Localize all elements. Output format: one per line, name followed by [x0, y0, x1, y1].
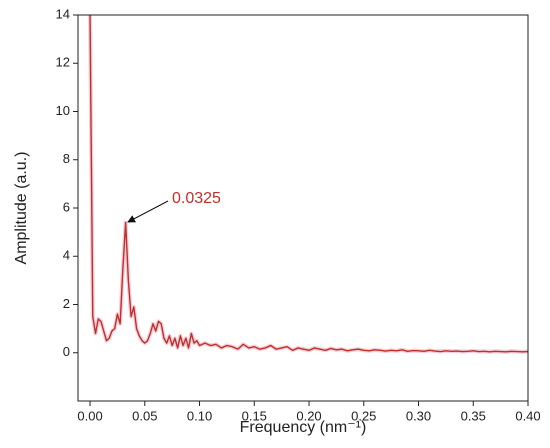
y-tick-label: 2: [63, 296, 70, 311]
line-series: [89, 15, 528, 353]
y-tick-label: 10: [56, 103, 70, 118]
plot-frame: [77, 14, 529, 402]
x-tick-label: 0.30: [406, 408, 431, 423]
x-tick-label: 0.05: [132, 408, 157, 423]
y-tick-label: 0: [63, 344, 70, 359]
y-tick-label: 4: [63, 248, 70, 263]
x-tick-label: 0.00: [77, 408, 102, 423]
x-tick-label: 0.40: [515, 408, 540, 423]
x-axis-title: Frequency (nm⁻¹): [240, 419, 367, 436]
x-tick-label: 0.10: [187, 408, 212, 423]
annotation: 0.0325: [172, 190, 221, 207]
y-tick-label: 12: [56, 55, 70, 70]
line-shade: [88, 15, 528, 354]
y-tick-label: 8: [63, 151, 70, 166]
annotation-arrow: [127, 200, 169, 223]
y-tick-label: 14: [56, 6, 70, 21]
y-tick-label: 6: [63, 199, 70, 214]
y-axis-title: Amplitude (a.u.): [13, 152, 30, 265]
x-tick-label: 0.15: [242, 408, 267, 423]
x-tick-label: 0.20: [296, 408, 321, 423]
x-tick-label: 0.35: [461, 408, 486, 423]
x-tick-label: 0.25: [351, 408, 376, 423]
